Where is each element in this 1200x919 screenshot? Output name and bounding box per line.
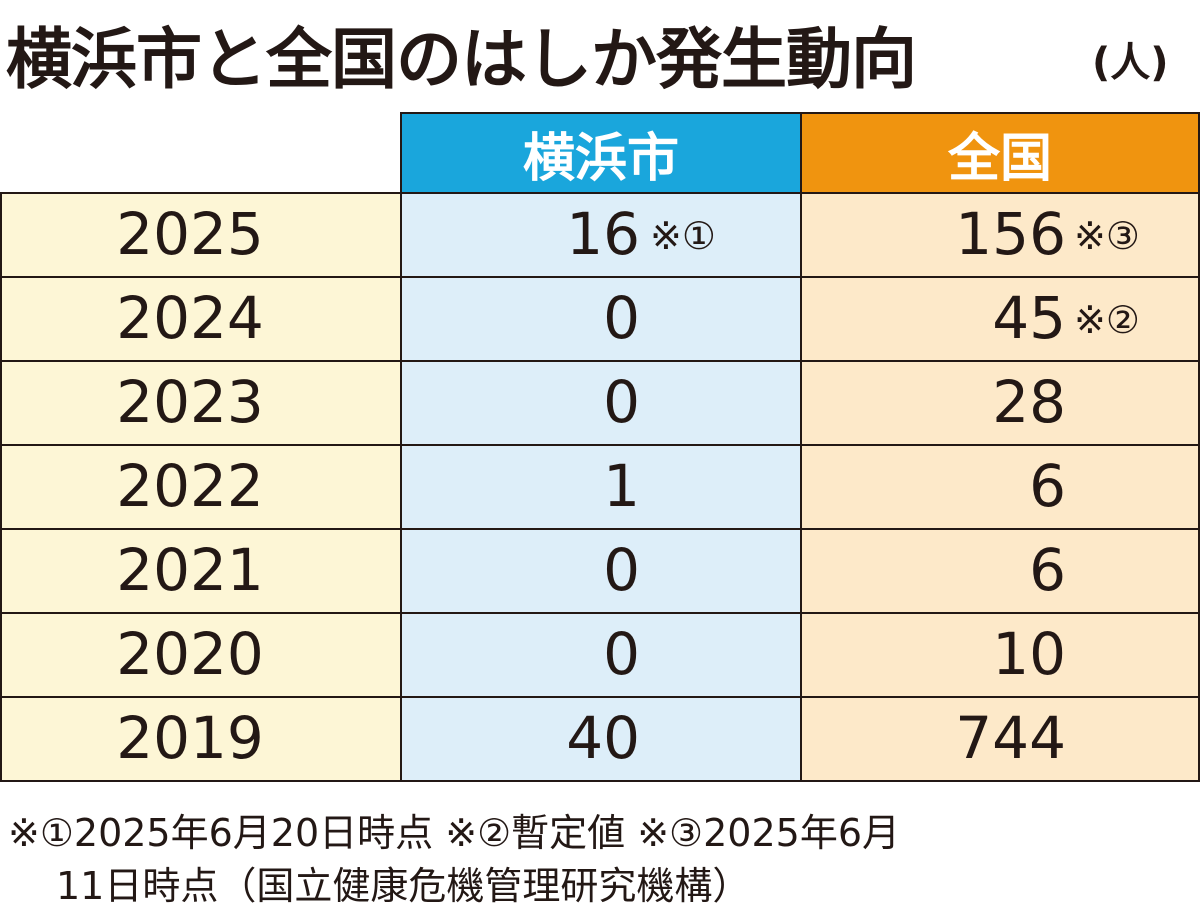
year: 2022 bbox=[116, 452, 264, 520]
row-cell bbox=[400, 696, 802, 782]
column-header: 横浜市 bbox=[400, 112, 802, 194]
yokohama-value: 0 bbox=[603, 536, 640, 604]
year: 2019 bbox=[116, 704, 264, 772]
row-cell bbox=[800, 360, 1200, 446]
footnote: ※①2025年6月20日時点 ※②暫定値 ※③2025年6月 bbox=[8, 811, 900, 855]
note: ※② bbox=[1074, 298, 1140, 342]
row-cell bbox=[0, 276, 402, 362]
yokohama-value: 0 bbox=[603, 368, 640, 436]
yokohama-value: 16 bbox=[566, 200, 640, 268]
row-cell bbox=[0, 696, 402, 782]
row-cell bbox=[0, 192, 402, 278]
national-value: 10 bbox=[992, 620, 1066, 688]
row-cell bbox=[800, 444, 1200, 530]
year: 2021 bbox=[116, 536, 264, 604]
yokohama-value: 40 bbox=[566, 704, 640, 772]
yokohama-value: 1 bbox=[603, 452, 640, 520]
note: ※③ bbox=[1074, 214, 1140, 258]
yokohama-value: 0 bbox=[603, 620, 640, 688]
year: 2024 bbox=[116, 284, 264, 352]
note: ※① bbox=[650, 214, 716, 258]
yokohama-value: 0 bbox=[603, 284, 640, 352]
national-value: 6 bbox=[1029, 536, 1066, 604]
row-cell bbox=[400, 612, 802, 698]
national-value: 45 bbox=[992, 284, 1066, 352]
footnote: 11日時点（国立健康危機管理研究機構） bbox=[56, 864, 751, 908]
national-value: 744 bbox=[955, 704, 1066, 772]
title: 横浜市と全国のはしか発生動向 bbox=[6, 21, 917, 98]
national-value: 6 bbox=[1029, 452, 1066, 520]
row-cell bbox=[400, 192, 802, 278]
national-value: 156 bbox=[955, 200, 1066, 268]
row-cell bbox=[0, 528, 402, 614]
row-cell bbox=[0, 360, 402, 446]
row-cell bbox=[0, 444, 402, 530]
row-cell bbox=[800, 612, 1200, 698]
national-value: 28 bbox=[992, 368, 1066, 436]
year: 2025 bbox=[116, 200, 264, 268]
column-header: 全国 bbox=[800, 112, 1200, 194]
year: 2023 bbox=[116, 368, 264, 436]
row-cell bbox=[400, 360, 802, 446]
row-cell bbox=[800, 528, 1200, 614]
row-cell bbox=[800, 276, 1200, 362]
unit: (人) bbox=[1092, 40, 1169, 86]
row-cell bbox=[800, 696, 1200, 782]
year: 2020 bbox=[116, 620, 264, 688]
